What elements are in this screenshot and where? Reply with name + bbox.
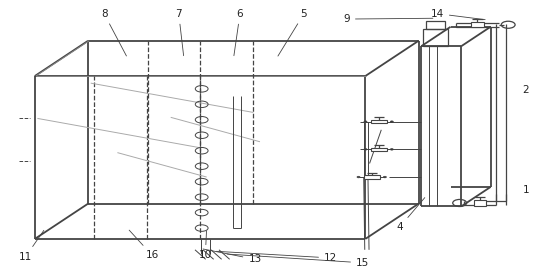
- Circle shape: [390, 121, 393, 122]
- Circle shape: [364, 148, 367, 150]
- Bar: [471, 22, 484, 27]
- Bar: [473, 200, 486, 206]
- Bar: [363, 175, 380, 179]
- Bar: [423, 29, 448, 46]
- Circle shape: [357, 176, 360, 178]
- Bar: [426, 21, 445, 29]
- Text: 5: 5: [278, 9, 307, 56]
- Circle shape: [364, 121, 367, 122]
- Text: 11: 11: [19, 230, 44, 261]
- Text: 6: 6: [234, 9, 243, 56]
- Circle shape: [390, 148, 393, 150]
- Bar: [370, 120, 387, 124]
- Bar: [370, 148, 387, 151]
- Text: 1: 1: [523, 185, 529, 195]
- Text: 16: 16: [129, 230, 159, 260]
- Text: 2: 2: [523, 85, 529, 95]
- Text: 15: 15: [227, 254, 369, 268]
- Circle shape: [384, 176, 386, 178]
- Text: 8: 8: [101, 9, 126, 56]
- Text: 13: 13: [203, 249, 262, 264]
- Text: 12: 12: [217, 251, 337, 263]
- Text: 4: 4: [397, 198, 425, 232]
- Text: 9: 9: [343, 14, 433, 24]
- Text: 7: 7: [175, 9, 184, 56]
- Text: 14: 14: [431, 9, 485, 20]
- Text: 10: 10: [199, 231, 212, 260]
